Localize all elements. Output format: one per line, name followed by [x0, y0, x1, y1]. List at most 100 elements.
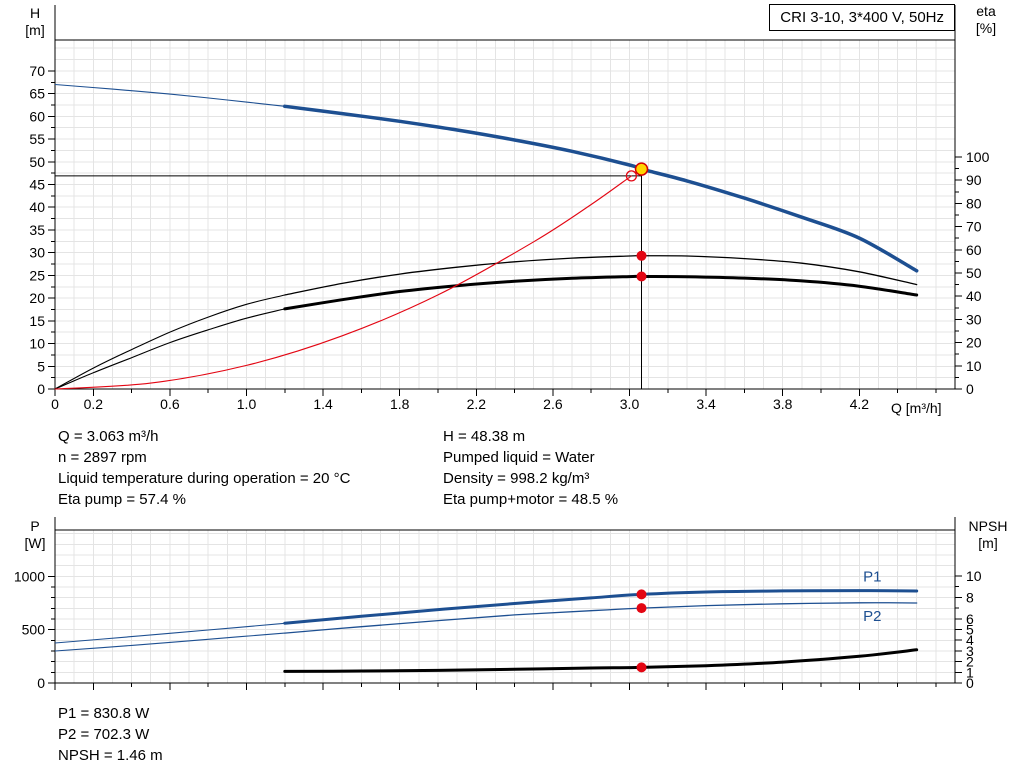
left-axis-tick-label: 40: [29, 199, 45, 215]
left-axis-tick-label: 15: [29, 313, 45, 329]
duty-value-dot: [636, 662, 647, 673]
requested-duty-circle: [625, 170, 638, 182]
info-line-p2: P2 = 702.3 W: [58, 726, 150, 743]
pump-title: CRI 3-10, 3*400 V, 50Hz: [780, 9, 944, 26]
x-axis-tick-label: 2.2: [467, 396, 487, 412]
p-axis-title-unit: [W]: [24, 535, 46, 551]
x-axis-tick-label: 3.4: [696, 396, 716, 412]
curve-eta-pump-motor-thin: [54, 308, 285, 390]
left-axis-tick-label: 45: [29, 177, 45, 193]
right-axis-tick-label: 20: [966, 335, 982, 351]
x-axis-title: Q [m³/h]: [891, 400, 942, 416]
curve-eta-pump-motor: [283, 274, 919, 311]
info-line-p1: P1 = 830.8 W: [58, 705, 150, 722]
x-axis-tick-label: 2.6: [543, 396, 563, 412]
plot-frame: [54, 529, 956, 684]
right-axis-tick-label: 1: [966, 664, 974, 680]
curve-P1: [283, 589, 919, 625]
info-line-eta-pump-motor: Eta pump+motor = 48.5 %: [443, 491, 619, 508]
left-axis-tick-label: 500: [22, 622, 46, 638]
duty-value-dot: [636, 250, 647, 261]
left-axis-tick-label: 35: [29, 222, 45, 238]
left-axis-tick-label: 5: [37, 358, 45, 374]
left-axis-tick-label: 0: [37, 675, 45, 691]
right-axis-tick-label: 60: [966, 242, 982, 258]
duty-point-marker[interactable]: [634, 162, 649, 176]
right-axis-tick-label: 40: [966, 288, 982, 304]
info-line-speed: n = 2897 rpm: [58, 449, 147, 466]
curve-eta-pump-thin: [54, 294, 285, 390]
curve-QH: [283, 104, 919, 273]
right-axis-tick-label: 10: [966, 358, 982, 374]
npsh-axis-title: NPSH [m]: [960, 518, 1016, 552]
right-axis-tick-label: 50: [966, 265, 982, 281]
right-axis-tick-label: 100: [966, 149, 990, 165]
h-axis-title-symbol: H: [29, 5, 41, 21]
eta-axis-title-unit: [%]: [975, 20, 997, 36]
right-axis-tick-label: 90: [966, 172, 982, 188]
npsh-axis-title-unit: [m]: [978, 535, 998, 551]
right-axis-tick-label: 70: [966, 219, 982, 235]
info-line-head: H = 48.38 m: [443, 428, 526, 445]
right-axis-tick-label: 0: [966, 381, 974, 397]
info-line-flow: Q = 3.063 m³/h: [58, 428, 159, 445]
right-axis-tick-label: 0: [966, 675, 974, 691]
right-axis-tick-label: 6: [966, 611, 974, 627]
left-axis-tick-label: 1000: [14, 568, 45, 584]
x-axis-tick-label: 1.0: [237, 396, 257, 412]
x-axis-tick-label: 1.4: [313, 396, 333, 412]
h-axis-title-unit: [m]: [25, 22, 45, 38]
x-axis-tick-label: 4.2: [850, 396, 870, 412]
left-axis-tick-label: 65: [29, 86, 45, 102]
info-line-pumped-liquid: Pumped liquid = Water: [443, 449, 595, 466]
duty-value-dot: [636, 589, 647, 600]
right-axis-tick-label: 80: [966, 195, 982, 211]
x-axis-tick-label: 0.2: [84, 396, 104, 412]
left-axis-tick-label: 55: [29, 131, 45, 147]
left-axis-tick-label: 50: [29, 154, 45, 170]
left-axis-tick-label: 20: [29, 290, 45, 306]
left-axis-tick-label: 10: [29, 336, 45, 352]
plot-frame: [54, 39, 956, 390]
p-axis-title: P [W]: [14, 518, 56, 552]
left-axis-tick-label: 30: [29, 245, 45, 261]
info-line-npsh: NPSH = 1.46 m: [58, 747, 163, 764]
right-axis-tick-label: 30: [966, 311, 982, 327]
curve-label-p1: P1: [863, 569, 881, 586]
curve-eta-pump: [284, 255, 918, 296]
info-line-liquid-temperature: Liquid temperature during operation = 20…: [58, 470, 351, 487]
right-axis-tick-label: 8: [966, 589, 974, 605]
x-axis-tick-label: 1.8: [390, 396, 410, 412]
left-axis-tick-label: 60: [29, 108, 45, 124]
operating-data-left-column: Q = 3.063 m³/h n = 2897 rpm Liquid tempe…: [58, 426, 350, 510]
operating-data-right-column: H = 48.38 m Pumped liquid = Water Densit…: [443, 426, 618, 510]
left-axis-tick-label: 70: [29, 63, 45, 79]
p-axis-title-symbol: P: [30, 518, 40, 534]
power-npsh-data-column: P1 = 830.8 W P2 = 702.3 W NPSH = 1.46 m: [58, 703, 163, 766]
npsh-axis-title-symbol: NPSH: [968, 518, 1008, 534]
curve-P2-thin: [54, 632, 285, 652]
right-axis-tick-label: 3: [966, 643, 974, 659]
eta-axis-title: eta [%]: [964, 3, 1008, 37]
curve-QH-thin: [54, 83, 285, 107]
curve-system-curve: [54, 175, 632, 390]
left-axis-tick-label: 25: [29, 267, 45, 283]
x-axis-tick-label: 0: [51, 396, 59, 412]
eta-axis-title-symbol: eta: [976, 3, 996, 19]
duty-value-dot: [636, 271, 647, 282]
right-axis-tick-label: 10: [966, 568, 982, 584]
h-axis-title: H [m]: [14, 5, 56, 39]
right-axis-tick-label: 2: [966, 654, 974, 670]
curve-label-p2: P2: [863, 608, 881, 625]
curve-NPSH: [283, 648, 919, 673]
info-line-eta-pump: Eta pump = 57.4 %: [58, 491, 186, 508]
curve-P2: [284, 602, 918, 634]
left-axis-tick-label: 0: [37, 381, 45, 397]
right-axis-tick-label: 4: [966, 632, 974, 648]
curve-P1-thin: [54, 622, 285, 644]
duty-value-dot: [636, 603, 647, 614]
right-axis-tick-label: 5: [966, 622, 974, 638]
x-axis-tick-label: 3.8: [773, 396, 793, 412]
